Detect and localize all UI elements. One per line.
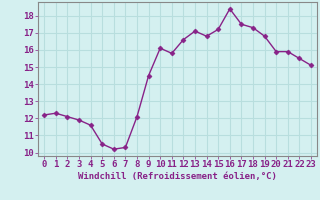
X-axis label: Windchill (Refroidissement éolien,°C): Windchill (Refroidissement éolien,°C) [78,172,277,181]
